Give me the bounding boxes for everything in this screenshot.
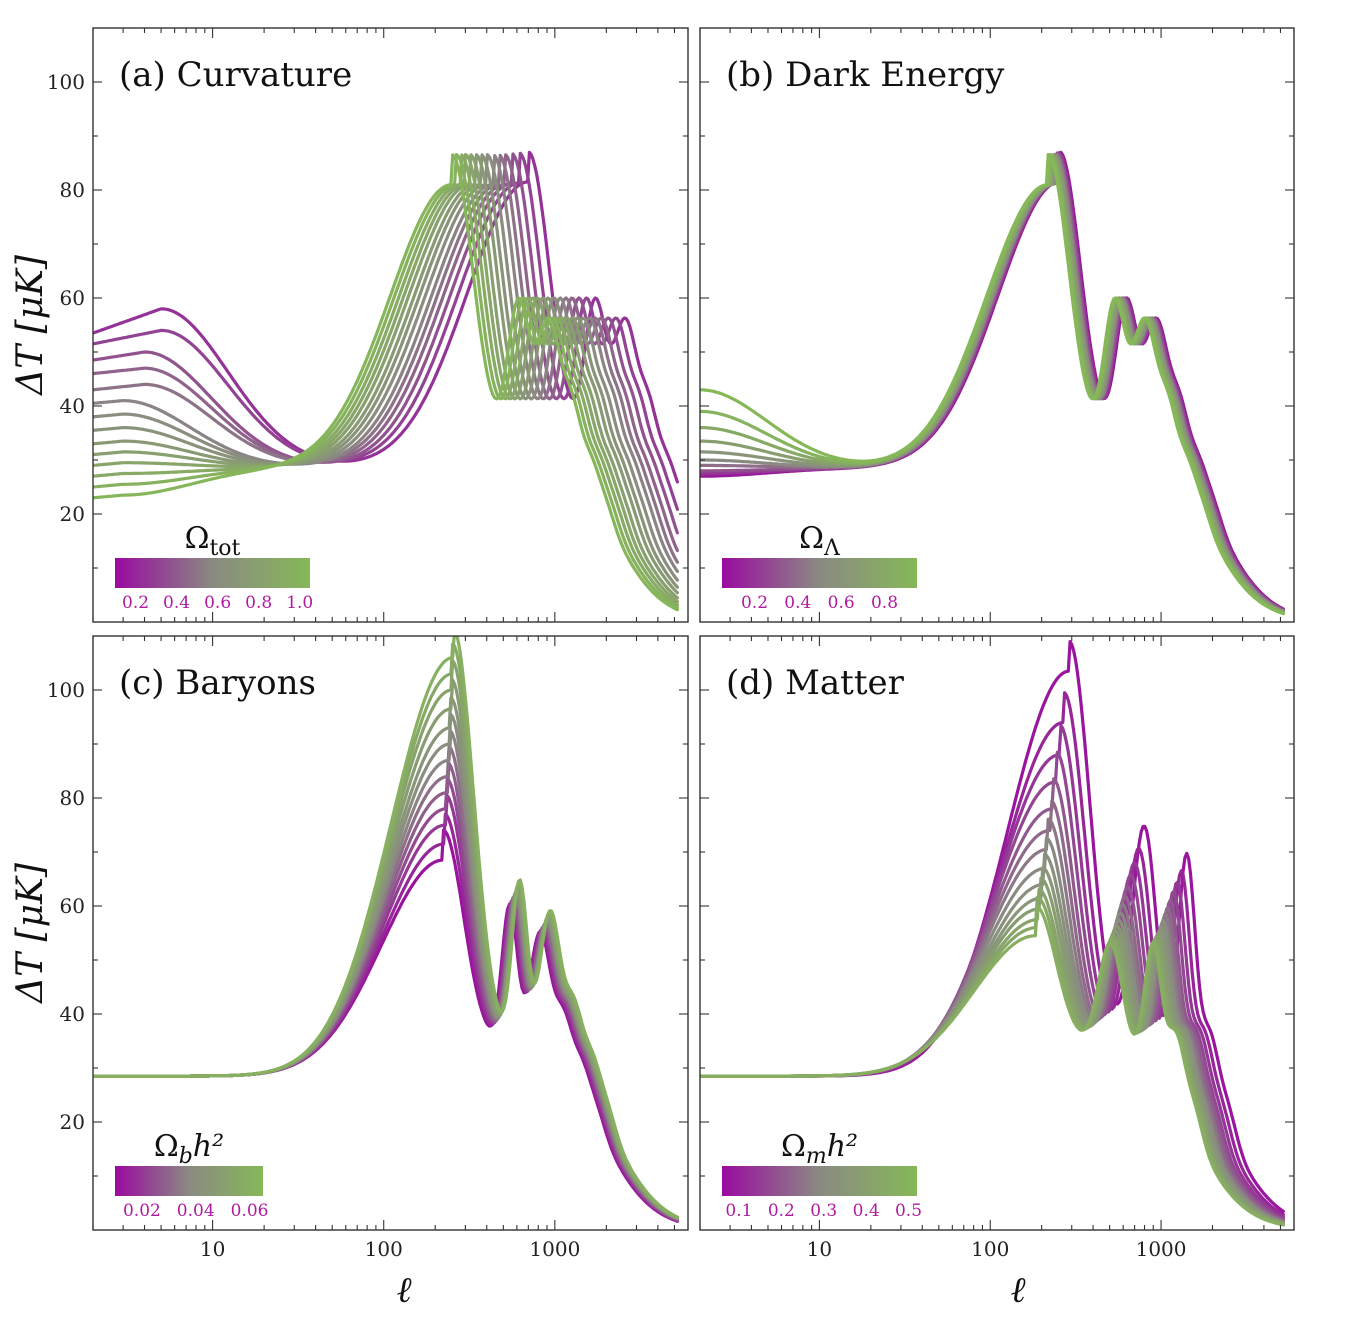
series-line bbox=[700, 151, 1285, 612]
plot-frame bbox=[92, 27, 689, 623]
colorbar-tick-label: 0.2 bbox=[768, 1201, 795, 1221]
curves-a bbox=[93, 150, 679, 612]
series-line bbox=[93, 153, 679, 612]
colorbar-tick-label: 0.2 bbox=[122, 593, 149, 613]
colorbar-label: Ωtot bbox=[185, 521, 241, 561]
colorbar-tick-label: 0.4 bbox=[784, 593, 811, 613]
colorbar-tick-label: 0.1 bbox=[725, 1201, 752, 1221]
curves-b bbox=[700, 150, 1285, 616]
x-axis-label: ℓ bbox=[397, 1270, 412, 1311]
series-line bbox=[93, 153, 679, 600]
y-tick-label: 40 bbox=[60, 1002, 85, 1026]
series-line bbox=[700, 153, 1285, 614]
series-line bbox=[700, 153, 1285, 615]
colorbar-tick-label: 0.5 bbox=[895, 1201, 922, 1221]
colorbar bbox=[722, 558, 917, 588]
series-line bbox=[700, 152, 1285, 613]
panel-d: 10 100 1000 (d) Matter 0.1 0.2 0.3 0.4 0.5 Ωmh² bbox=[699, 635, 1295, 1261]
x-tick-label: 100 bbox=[365, 1237, 403, 1261]
panel-title: (a) Curvature bbox=[119, 55, 352, 95]
plot-frame bbox=[92, 635, 689, 1231]
series-line bbox=[700, 150, 1285, 611]
plot-frame bbox=[699, 635, 1295, 1231]
colorbar-tick-label: 0.8 bbox=[245, 593, 272, 613]
curves-d bbox=[700, 640, 1285, 1227]
colorbar-tick-label: 0.6 bbox=[204, 593, 231, 613]
series-line bbox=[700, 151, 1285, 612]
series-line bbox=[93, 152, 679, 535]
series-line bbox=[93, 153, 679, 589]
x-tick-label: 1000 bbox=[529, 1237, 580, 1261]
y-tick-label: 100 bbox=[47, 678, 85, 702]
series-line bbox=[93, 712, 679, 1221]
series-line bbox=[700, 152, 1285, 613]
colorbar-tick-label: 0.02 bbox=[123, 1201, 161, 1221]
series-line bbox=[93, 678, 679, 1220]
colorbar bbox=[115, 1166, 263, 1196]
panel-a: 20 40 60 80 100 (a) Curvature 0.2 0.4 0.6 0.8 1.0 Ω… bbox=[47, 27, 689, 623]
x-tick-label: 1000 bbox=[1136, 1237, 1187, 1261]
series-line bbox=[93, 153, 679, 595]
series-line bbox=[700, 904, 1285, 1227]
colorbar-label: ΩΛ bbox=[799, 521, 841, 561]
panel-c: 20 40 60 80 100 10 100 1000 (c) Baryons 0.02 0.04 0… bbox=[47, 635, 689, 1261]
y-tick-label: 100 bbox=[47, 70, 85, 94]
colorbar bbox=[722, 1166, 917, 1196]
colorbar-tick-label: 1.0 bbox=[286, 593, 313, 613]
y-tick-label: 60 bbox=[60, 286, 85, 310]
colorbar-label: Ωmh² bbox=[781, 1129, 858, 1169]
colorbar-tick-label: 0.8 bbox=[871, 593, 898, 613]
series-line bbox=[700, 153, 1285, 615]
colorbar-tick-label: 0.06 bbox=[231, 1201, 269, 1221]
colorbar-label: Ωbh² bbox=[154, 1129, 224, 1169]
curves-c bbox=[93, 636, 679, 1223]
colorbar-tick-label: 0.2 bbox=[741, 593, 768, 613]
y-tick-label: 60 bbox=[60, 894, 85, 918]
y-tick-label: 40 bbox=[60, 394, 85, 418]
colorbar-tick-label: 0.4 bbox=[163, 593, 190, 613]
panel-title: (c) Baryons bbox=[119, 663, 316, 703]
y-axis-label: ΔT [μK] bbox=[10, 254, 51, 397]
series-line bbox=[93, 153, 679, 604]
panel-b: (b) Dark Energy 0.2 0.4 0.6 0.8 ΩΛ bbox=[699, 27, 1295, 623]
colorbar-tick-label: 0.4 bbox=[853, 1201, 880, 1221]
y-tick-label: 20 bbox=[60, 502, 85, 526]
panel-title: (b) Dark Energy bbox=[726, 55, 1005, 95]
colorbar bbox=[115, 558, 310, 588]
x-tick-label: 100 bbox=[971, 1237, 1009, 1261]
series-line bbox=[93, 153, 679, 607]
x-tick-label: 10 bbox=[200, 1237, 225, 1261]
colorbar-tick-label: 0.6 bbox=[828, 593, 855, 613]
panel-title: (d) Matter bbox=[726, 663, 905, 703]
colorbar-tick-label: 0.04 bbox=[177, 1201, 215, 1221]
y-tick-label: 20 bbox=[60, 1110, 85, 1134]
x-axis-label: ℓ bbox=[1011, 1270, 1026, 1311]
y-axis-label: ΔT [μK] bbox=[10, 862, 51, 1005]
y-tick-label: 80 bbox=[60, 786, 85, 810]
y-tick-label: 80 bbox=[60, 178, 85, 202]
series-line bbox=[700, 153, 1285, 614]
x-tick-label: 10 bbox=[807, 1237, 832, 1261]
series-line bbox=[93, 636, 679, 1219]
colorbar-tick-label: 0.3 bbox=[810, 1201, 837, 1221]
series-line bbox=[700, 153, 1285, 616]
plot-frame bbox=[699, 27, 1295, 623]
series-line bbox=[93, 696, 679, 1220]
series-line bbox=[93, 153, 679, 610]
